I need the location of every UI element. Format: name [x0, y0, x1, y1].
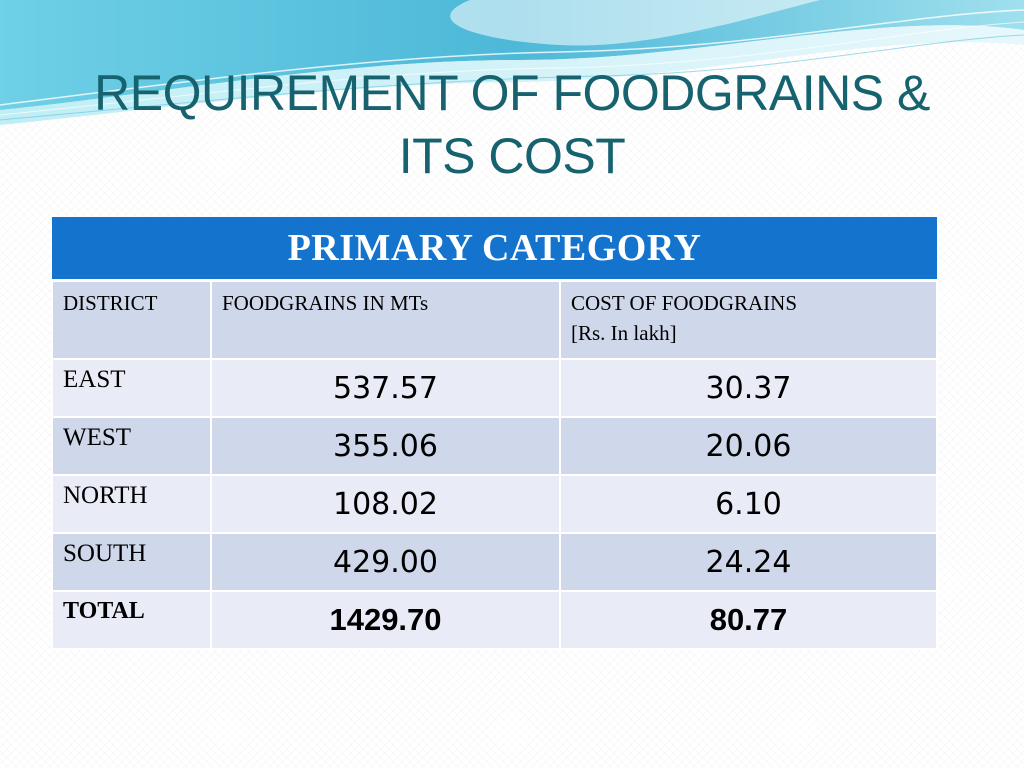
cost-cell: 24.24 [559, 532, 938, 592]
district-cell: SOUTH [51, 532, 212, 592]
header-foodgrains: FOODGRAINS IN MTs [210, 279, 561, 360]
header-district: DISTRICT [51, 279, 212, 360]
foodgrains-table: PRIMARY CATEGORY DISTRICT FOODGRAINS IN … [51, 217, 938, 650]
district-cell: NORTH [51, 474, 212, 534]
table-total-row: TOTAL 1429.70 80.77 [51, 590, 938, 650]
cost-cell: 30.37 [559, 358, 938, 418]
table-row: SOUTH 429.00 24.24 [51, 532, 938, 592]
decorative-wave-header [0, 0, 1024, 125]
cost-cell: 6.10 [559, 474, 938, 534]
table-banner-row: PRIMARY CATEGORY [52, 217, 937, 282]
foodgrains-cell: 108.02 [210, 474, 561, 534]
slide-title: REQUIREMENT OF FOODGRAINS & ITS COST [40, 62, 984, 188]
foodgrains-cell: 429.00 [210, 532, 561, 592]
table-banner: PRIMARY CATEGORY [52, 217, 937, 282]
total-cost: 80.77 [559, 590, 938, 650]
table-row: WEST 355.06 20.06 [51, 416, 938, 476]
header-cost: COST OF FOODGRAINS [Rs. In lakh] [559, 279, 938, 360]
foodgrains-cell: 537.57 [210, 358, 561, 418]
district-cell: WEST [51, 416, 212, 476]
slide-title-line-2: ITS COST [398, 128, 626, 184]
header-cost-line-2: [Rs. In lakh] [571, 321, 677, 345]
slide-title-line-1: REQUIREMENT OF FOODGRAINS & [94, 65, 930, 121]
total-foodgrains: 1429.70 [210, 590, 561, 650]
total-label: TOTAL [51, 590, 212, 650]
foodgrains-cell: 355.06 [210, 416, 561, 476]
table-row: EAST 537.57 30.37 [51, 358, 938, 418]
table-row: NORTH 108.02 6.10 [51, 474, 938, 534]
cost-cell: 20.06 [559, 416, 938, 476]
district-cell: EAST [51, 358, 212, 418]
table-header-row: DISTRICT FOODGRAINS IN MTs COST OF FOODG… [51, 279, 938, 360]
header-cost-line-1: COST OF FOODGRAINS [571, 291, 797, 315]
